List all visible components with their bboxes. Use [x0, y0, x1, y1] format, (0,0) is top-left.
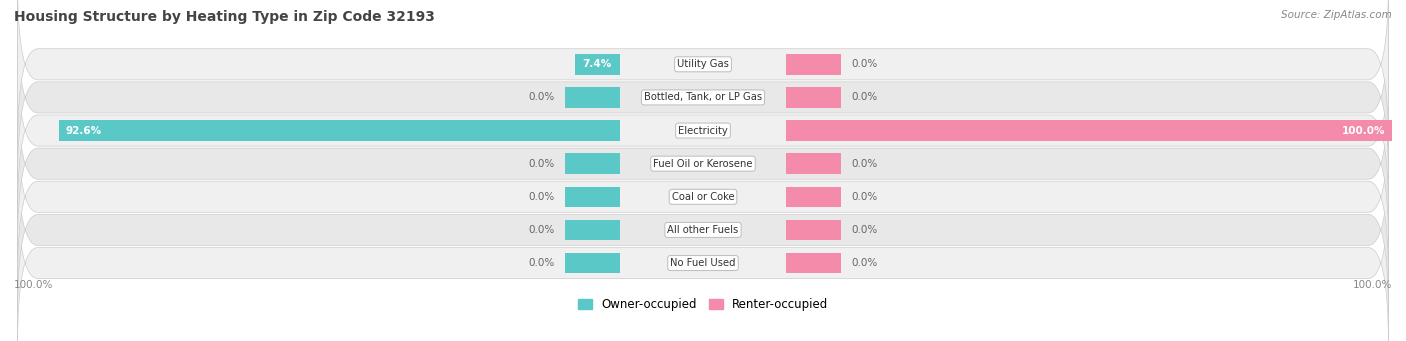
FancyBboxPatch shape — [17, 146, 1389, 314]
Bar — [786, 187, 841, 207]
Text: Electricity: Electricity — [678, 125, 728, 136]
Bar — [575, 54, 620, 75]
Bar — [59, 120, 620, 141]
FancyBboxPatch shape — [17, 47, 1389, 214]
Bar — [786, 120, 1392, 141]
Bar — [786, 253, 841, 273]
Text: Bottled, Tank, or LP Gas: Bottled, Tank, or LP Gas — [644, 92, 762, 102]
Text: 0.0%: 0.0% — [851, 59, 877, 69]
Text: 0.0%: 0.0% — [529, 225, 555, 235]
Bar — [565, 153, 620, 174]
Text: 0.0%: 0.0% — [529, 192, 555, 202]
Bar — [786, 220, 841, 240]
Text: Housing Structure by Heating Type in Zip Code 32193: Housing Structure by Heating Type in Zip… — [14, 10, 434, 24]
Text: 100.0%: 100.0% — [1341, 125, 1385, 136]
Text: No Fuel Used: No Fuel Used — [671, 258, 735, 268]
Text: 0.0%: 0.0% — [529, 92, 555, 102]
Bar — [565, 187, 620, 207]
Text: All other Fuels: All other Fuels — [668, 225, 738, 235]
Bar — [786, 153, 841, 174]
FancyBboxPatch shape — [17, 80, 1389, 248]
Text: 0.0%: 0.0% — [851, 159, 877, 169]
Text: 0.0%: 0.0% — [851, 92, 877, 102]
FancyBboxPatch shape — [17, 0, 1389, 148]
Bar — [786, 87, 841, 108]
Text: 0.0%: 0.0% — [529, 159, 555, 169]
FancyBboxPatch shape — [17, 14, 1389, 181]
FancyBboxPatch shape — [17, 113, 1389, 281]
Text: 100.0%: 100.0% — [14, 280, 53, 290]
Legend: Owner-occupied, Renter-occupied: Owner-occupied, Renter-occupied — [572, 293, 834, 315]
Text: Coal or Coke: Coal or Coke — [672, 192, 734, 202]
Text: 0.0%: 0.0% — [851, 225, 877, 235]
FancyBboxPatch shape — [17, 179, 1389, 341]
Bar — [786, 54, 841, 75]
Bar — [565, 220, 620, 240]
Text: 100.0%: 100.0% — [1353, 280, 1392, 290]
Text: 0.0%: 0.0% — [851, 258, 877, 268]
Bar — [565, 87, 620, 108]
Text: 7.4%: 7.4% — [582, 59, 612, 69]
Text: Utility Gas: Utility Gas — [678, 59, 728, 69]
Text: 0.0%: 0.0% — [529, 258, 555, 268]
Bar — [565, 253, 620, 273]
Text: Source: ZipAtlas.com: Source: ZipAtlas.com — [1281, 10, 1392, 20]
Text: 0.0%: 0.0% — [851, 192, 877, 202]
Text: 92.6%: 92.6% — [66, 125, 103, 136]
Text: Fuel Oil or Kerosene: Fuel Oil or Kerosene — [654, 159, 752, 169]
